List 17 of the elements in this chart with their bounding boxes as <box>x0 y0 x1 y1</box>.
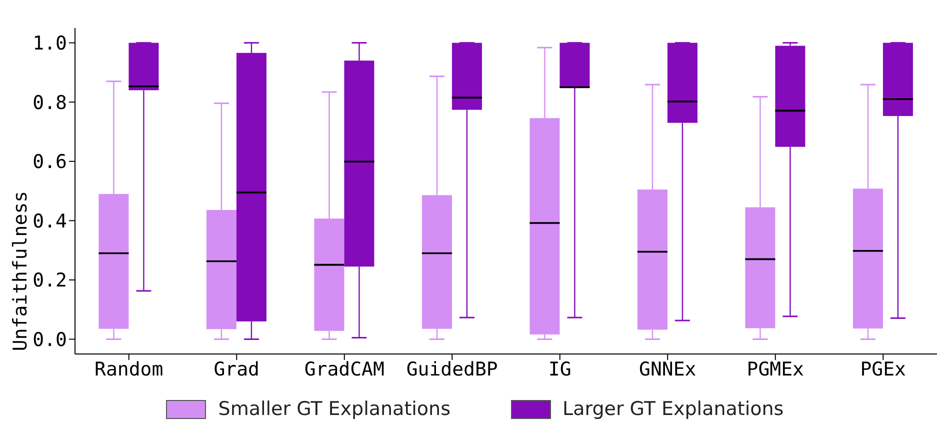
x-tick-label: PGMEx <box>746 358 804 380</box>
x-tick-label: GuidedBP <box>406 358 498 380</box>
x-tick-label: PGEx <box>860 358 906 380</box>
y-tick-label: 0.2 <box>32 270 67 292</box>
x-tick-label: Grad <box>214 358 260 380</box>
x-tick-label: IG <box>548 358 572 380</box>
y-axis-title: Unfaithfulness <box>10 190 32 352</box>
legend-label: Larger GT Explanations <box>562 398 784 420</box>
x-tick-label: GNNEx <box>639 358 696 380</box>
y-tick-label: 0.0 <box>32 328 67 351</box>
y-tick-label: 0.4 <box>32 210 67 232</box>
legend-label: Smaller GT Explanations <box>218 398 450 420</box>
y-tick-label: 0.8 <box>32 92 67 114</box>
x-tick-label: Random <box>94 358 164 380</box>
y-tick-label: 0.6 <box>32 151 67 174</box>
x-tick-label: GradCAM <box>304 358 384 380</box>
y-tick-label: 1.0 <box>32 32 67 55</box>
